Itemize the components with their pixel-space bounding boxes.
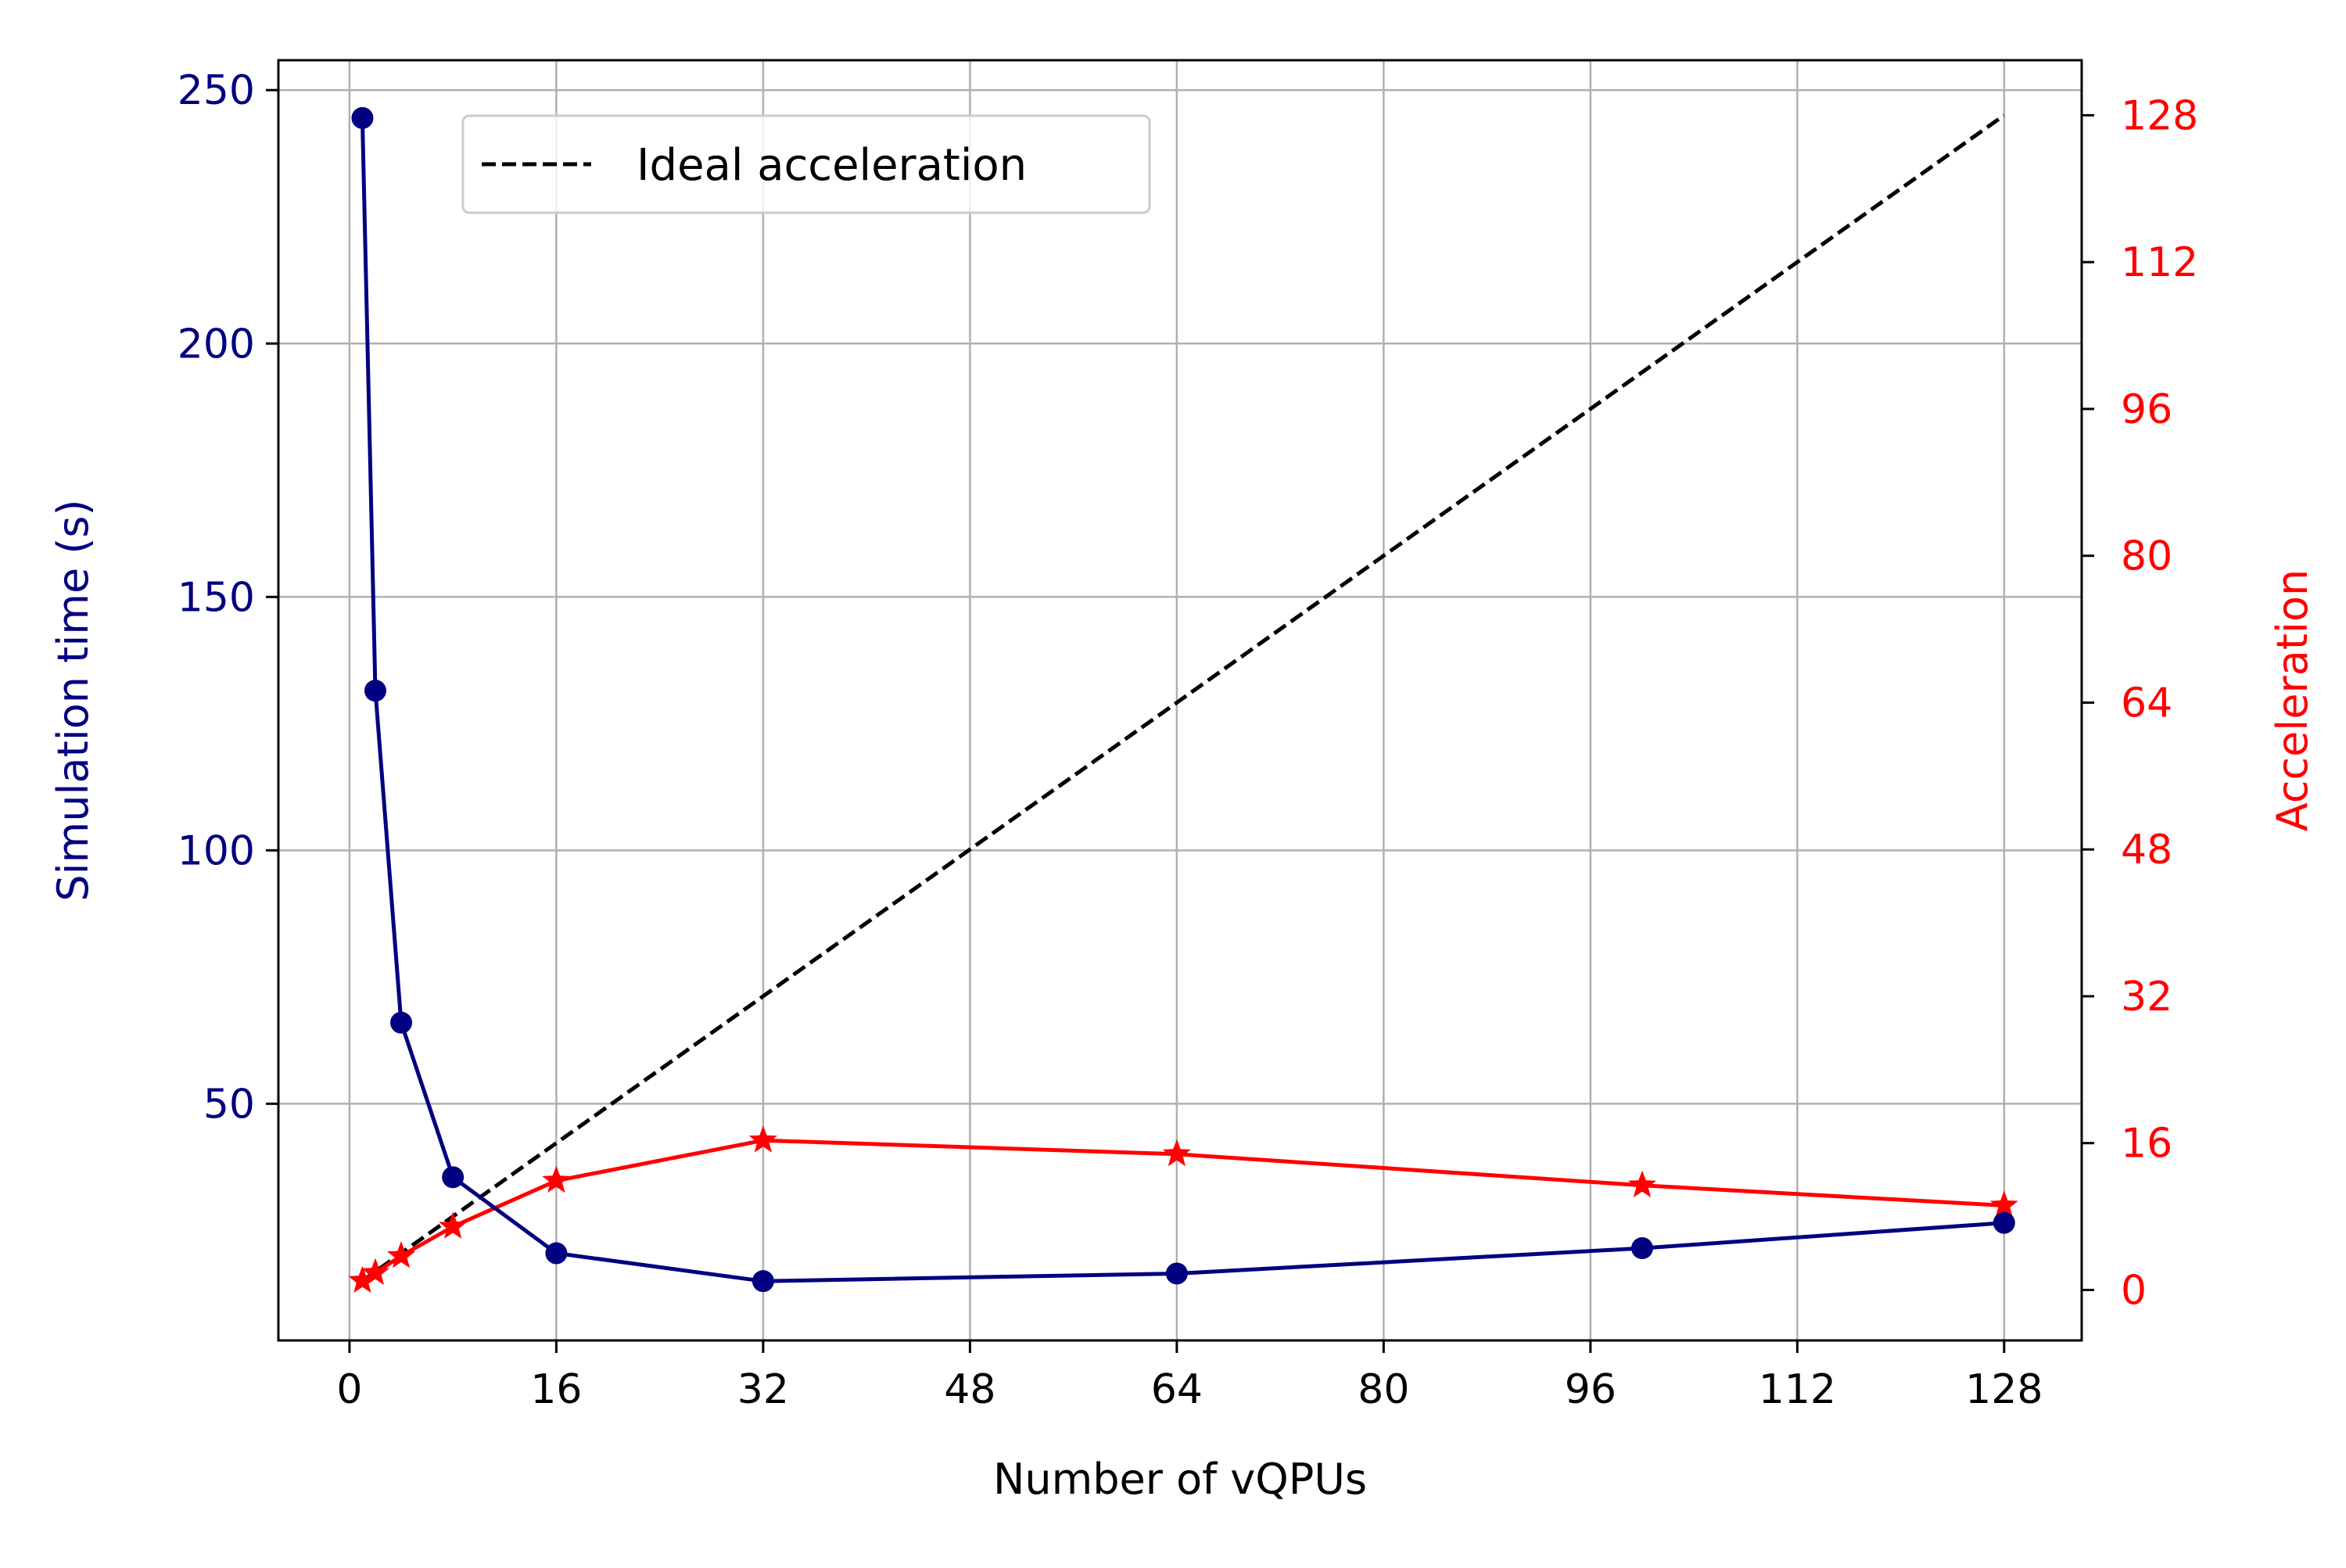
acceleration-point xyxy=(1162,1139,1191,1167)
x-tick-label: 96 xyxy=(1565,1366,1616,1413)
acceleration-point xyxy=(542,1165,571,1193)
legend-entry-ideal-acceleration: Ideal acceleration xyxy=(637,140,1027,191)
simulation-time-point xyxy=(752,1270,774,1293)
left-y-axis-ticks: 50 100 150 200 250 xyxy=(178,67,278,1128)
x-axis-ticks: 0 16 32 48 64 80 96 112 128 xyxy=(336,1340,2043,1413)
x-axis-title: Number of vQPUs xyxy=(993,1455,1367,1504)
right-y-axis-title: Acceleration xyxy=(2268,569,2317,832)
left-y-tick-label: 50 xyxy=(203,1081,255,1128)
right-y-tick-label: 48 xyxy=(2121,827,2172,874)
left-y-tick-label: 250 xyxy=(178,67,255,114)
right-y-tick-label: 80 xyxy=(2121,533,2172,580)
right-y-tick-label: 64 xyxy=(2121,680,2172,727)
x-tick-label: 0 xyxy=(336,1366,362,1413)
left-y-tick-label: 200 xyxy=(178,321,255,368)
right-y-tick-label: 96 xyxy=(2121,386,2172,433)
acceleration-point xyxy=(1989,1190,2018,1218)
acceleration-point xyxy=(361,1258,389,1285)
right-y-tick-label: 16 xyxy=(2121,1121,2172,1168)
plot-series xyxy=(348,106,2018,1294)
right-y-tick-label: 112 xyxy=(2121,239,2198,286)
x-tick-label: 112 xyxy=(1759,1366,1836,1413)
acceleration-point xyxy=(748,1125,777,1153)
simulation-time-point xyxy=(545,1242,568,1265)
acceleration-point xyxy=(439,1211,468,1239)
simulation-time-point xyxy=(442,1166,465,1189)
acceleration-point xyxy=(1627,1170,1656,1198)
right-y-tick-label: 32 xyxy=(2121,974,2172,1021)
right-y-tick-label: 0 xyxy=(2121,1267,2147,1314)
right-y-axis-ticks: 0 16 32 48 64 80 96 112 128 xyxy=(2082,92,2198,1314)
simulation-time-point xyxy=(1165,1262,1188,1285)
plot-frame xyxy=(277,59,2083,1342)
x-tick-label: 32 xyxy=(737,1366,789,1413)
x-tick-label: 48 xyxy=(944,1366,995,1413)
x-tick-label: 16 xyxy=(530,1366,582,1413)
simulation-time-point xyxy=(1993,1211,2015,1234)
simulation-time-point xyxy=(364,680,386,702)
legend-box xyxy=(461,114,1151,214)
left-y-tick-label: 100 xyxy=(178,827,255,874)
right-y-tick-label: 128 xyxy=(2121,92,2198,139)
acceleration-point xyxy=(348,1265,377,1294)
left-y-axis-title: Simulation time (s) xyxy=(48,499,98,901)
legend: Ideal acceleration xyxy=(461,114,1151,214)
ideal-acceleration-line xyxy=(361,113,2006,1283)
x-tick-label: 80 xyxy=(1358,1366,1409,1413)
left-y-tick-label: 150 xyxy=(178,574,255,621)
simulation-time-point xyxy=(390,1011,413,1034)
x-tick-label: 64 xyxy=(1151,1366,1203,1413)
simulation-time-point xyxy=(351,106,374,129)
acceleration-point xyxy=(387,1241,416,1268)
simulation-time-point xyxy=(1630,1237,1653,1260)
x-tick-label: 128 xyxy=(1965,1366,2043,1413)
